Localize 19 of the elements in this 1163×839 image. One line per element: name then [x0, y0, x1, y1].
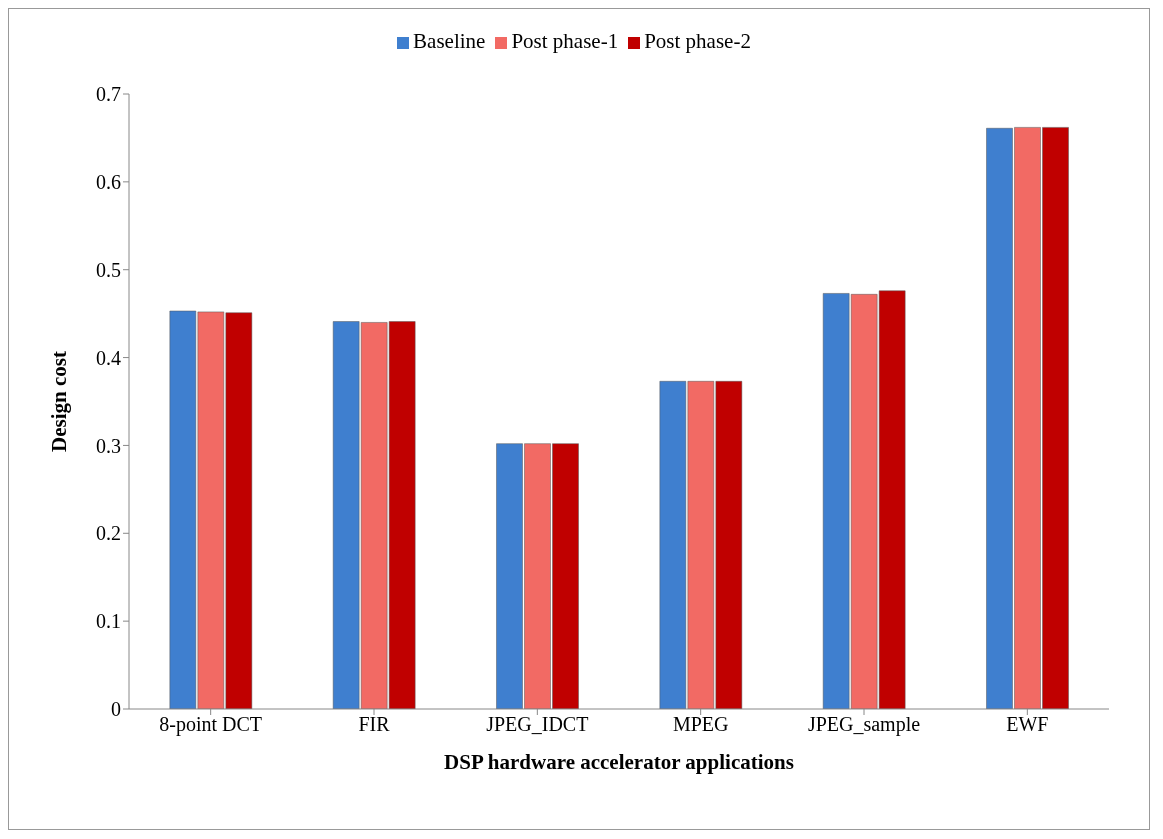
x-tick-label: MPEG [672, 713, 729, 736]
x-tick-label: 8-point DCT [159, 713, 263, 737]
x-tick-label: JPEG_sample [807, 713, 921, 737]
legend-label: Post phase-2 [644, 29, 751, 53]
legend-label: Post phase-1 [511, 29, 619, 53]
y-tick-label: 0.1 [96, 610, 121, 633]
y-tick-label: 0.4 [96, 346, 121, 369]
x-axis-title: DSP hardware accelerator applications [444, 750, 794, 774]
x-tick-label: FIR [358, 713, 391, 736]
y-axis-title: Design cost [47, 351, 72, 452]
x-tick-label: EWF [1006, 713, 1049, 736]
y-tick-label: 0.3 [96, 434, 121, 457]
y-tick-label: 0.2 [96, 522, 121, 545]
y-tick-label: 0 [111, 698, 121, 721]
x-tick-label: JPEG_IDCT [486, 713, 589, 736]
y-tick-label: 0.6 [96, 170, 121, 193]
y-tick-label: 0.5 [96, 258, 121, 281]
legend-label: Baseline [413, 29, 486, 53]
y-tick-label: 0.7 [96, 83, 121, 106]
